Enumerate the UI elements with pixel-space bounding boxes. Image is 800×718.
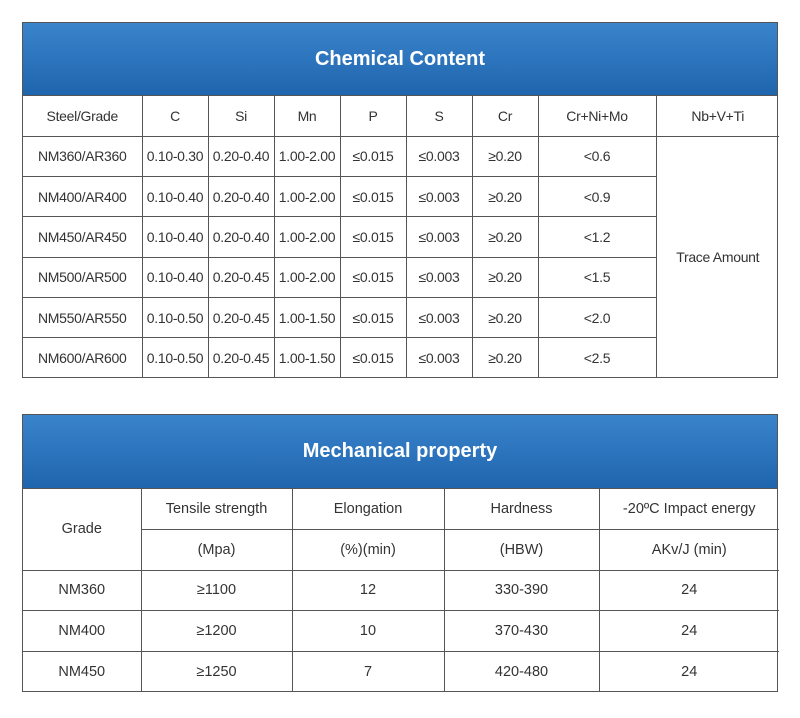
mn-cell: 1.00-2.00 xyxy=(273,256,341,298)
header-c: C xyxy=(141,96,209,137)
c-cell: 0.10-0.40 xyxy=(141,176,209,218)
header-cr: Cr xyxy=(471,96,539,137)
mechanical-units-row: (Mpa) (%)(min) (HBW) AKv/J (min) xyxy=(23,529,779,571)
elongation-cell: 7 xyxy=(291,650,445,692)
hardness-cell: 370-430 xyxy=(443,610,600,652)
unit-elongation: (%)(min) xyxy=(291,529,445,571)
header-hardness: Hardness xyxy=(443,489,600,530)
impact-cell: 24 xyxy=(598,610,779,652)
c-cell: 0.10-0.50 xyxy=(141,296,209,339)
mechanical-property-title: Mechanical property xyxy=(23,415,777,489)
grade-cell: NM500/AR500 xyxy=(23,256,143,298)
header-nb-v-ti: Nb+V+Ti xyxy=(655,96,779,137)
grade-cell: NM600/AR600 xyxy=(23,337,143,379)
header-grade: Grade xyxy=(23,489,142,571)
table-row: NM450/AR450 0.10-0.40 0.20-0.40 1.00-2.0… xyxy=(23,216,779,258)
s-cell: ≤0.003 xyxy=(405,216,473,258)
hardness-cell: 420-480 xyxy=(443,650,600,692)
table-row: NM450 ≥1250 7 420-480 24 xyxy=(23,650,779,692)
si-cell: 0.20-0.40 xyxy=(207,216,275,258)
header-tensile-strength: Tensile strength xyxy=(140,489,293,530)
tensile-cell: ≥1100 xyxy=(140,569,293,611)
impact-cell: 24 xyxy=(598,569,779,611)
cr-cell: ≥0.20 xyxy=(471,216,539,258)
header-si: Si xyxy=(207,96,275,137)
trace-amount-cell: Trace Amount xyxy=(655,135,779,379)
table-row: NM360 ≥1100 12 330-390 24 xyxy=(23,569,779,611)
mn-cell: 1.00-1.50 xyxy=(273,337,341,379)
mn-cell: 1.00-1.50 xyxy=(273,296,341,339)
s-cell: ≤0.003 xyxy=(405,296,473,339)
tensile-cell: ≥1250 xyxy=(140,650,293,692)
cr-ni-mo-cell: <1.2 xyxy=(537,216,656,258)
s-cell: ≤0.003 xyxy=(405,176,473,218)
header-elongation: Elongation xyxy=(291,489,445,530)
cr-ni-mo-cell: <1.5 xyxy=(537,256,656,298)
table-row: NM400 ≥1200 10 370-430 24 xyxy=(23,610,779,652)
cr-ni-mo-cell: <0.9 xyxy=(537,176,656,218)
header-mn: Mn xyxy=(273,96,341,137)
si-cell: 0.20-0.40 xyxy=(207,176,275,218)
table-row: NM360/AR360 0.10-0.30 0.20-0.40 1.00-2.0… xyxy=(23,135,779,379)
p-cell: ≤0.015 xyxy=(339,176,407,218)
c-cell: 0.10-0.40 xyxy=(141,216,209,258)
header-cr-ni-mo: Cr+Ni+Mo xyxy=(537,96,657,137)
si-cell: 0.20-0.45 xyxy=(207,337,275,379)
elongation-cell: 10 xyxy=(291,610,445,652)
elongation-cell: 12 xyxy=(291,569,445,611)
c-cell: 0.10-0.50 xyxy=(141,337,209,379)
cr-cell: ≥0.20 xyxy=(471,135,539,178)
mn-cell: 1.00-2.00 xyxy=(273,176,341,218)
s-cell: ≤0.003 xyxy=(405,256,473,298)
cr-ni-mo-cell: <2.0 xyxy=(537,296,656,339)
s-cell: ≤0.003 xyxy=(405,135,473,178)
mechanical-grid: Grade Tensile strength Elongation Hardne… xyxy=(23,489,779,692)
grade-cell: NM450/AR450 xyxy=(23,216,143,258)
grade-cell: NM360 xyxy=(23,569,142,611)
c-cell: 0.10-0.40 xyxy=(141,256,209,298)
tensile-cell: ≥1200 xyxy=(140,610,293,652)
hardness-cell: 330-390 xyxy=(443,569,600,611)
header-p: P xyxy=(339,96,407,137)
si-cell: 0.20-0.45 xyxy=(207,256,275,298)
cr-cell: ≥0.20 xyxy=(471,296,539,339)
p-cell: ≤0.015 xyxy=(339,296,407,339)
mn-cell: 1.00-2.00 xyxy=(273,216,341,258)
header-steel-grade: Steel/Grade xyxy=(23,96,143,137)
chemical-content-title: Chemical Content xyxy=(23,23,777,96)
si-cell: 0.20-0.45 xyxy=(207,296,275,339)
s-cell: ≤0.003 xyxy=(405,337,473,379)
impact-cell: 24 xyxy=(598,650,779,692)
unit-hardness: (HBW) xyxy=(443,529,600,571)
p-cell: ≤0.015 xyxy=(339,256,407,298)
cr-cell: ≥0.20 xyxy=(471,256,539,298)
cr-cell: ≥0.20 xyxy=(471,337,539,379)
table-row: NM600/AR600 0.10-0.50 0.20-0.45 1.00-1.5… xyxy=(23,337,779,379)
grade-cell: NM360/AR360 xyxy=(23,135,143,178)
cr-ni-mo-cell: <2.5 xyxy=(537,337,656,379)
p-cell: ≤0.015 xyxy=(339,135,407,178)
mechanical-header-row: Grade Tensile strength Elongation Hardne… xyxy=(23,489,779,571)
header-s: S xyxy=(405,96,473,137)
chemical-header-row: Steel/Grade C Si Mn P S Cr Cr+Ni+Mo Nb+V… xyxy=(23,96,779,137)
cr-cell: ≥0.20 xyxy=(471,176,539,218)
p-cell: ≤0.015 xyxy=(339,216,407,258)
p-cell: ≤0.015 xyxy=(339,337,407,379)
chemical-grid: Steel/Grade C Si Mn P S Cr Cr+Ni+Mo Nb+V… xyxy=(23,96,779,379)
mn-cell: 1.00-2.00 xyxy=(273,135,341,178)
mechanical-property-table: Mechanical property Grade Tensile streng… xyxy=(22,414,779,692)
chemical-content-table: Chemical Content Steel/Grade C Si Mn P S… xyxy=(22,22,779,379)
grade-cell: NM400 xyxy=(23,610,142,652)
grade-cell: NM550/AR550 xyxy=(23,296,143,339)
unit-impact: AKv/J (min) xyxy=(598,529,779,571)
cr-ni-mo-cell: <0.6 xyxy=(537,135,657,178)
si-cell: 0.20-0.40 xyxy=(207,135,275,178)
header-impact-energy: -20ºC Impact energy xyxy=(598,489,779,530)
grade-cell: NM450 xyxy=(23,650,142,692)
unit-tensile: (Mpa) xyxy=(141,529,293,571)
c-cell: 0.10-0.30 xyxy=(141,135,209,178)
grade-cell: NM400/AR400 xyxy=(23,176,143,218)
